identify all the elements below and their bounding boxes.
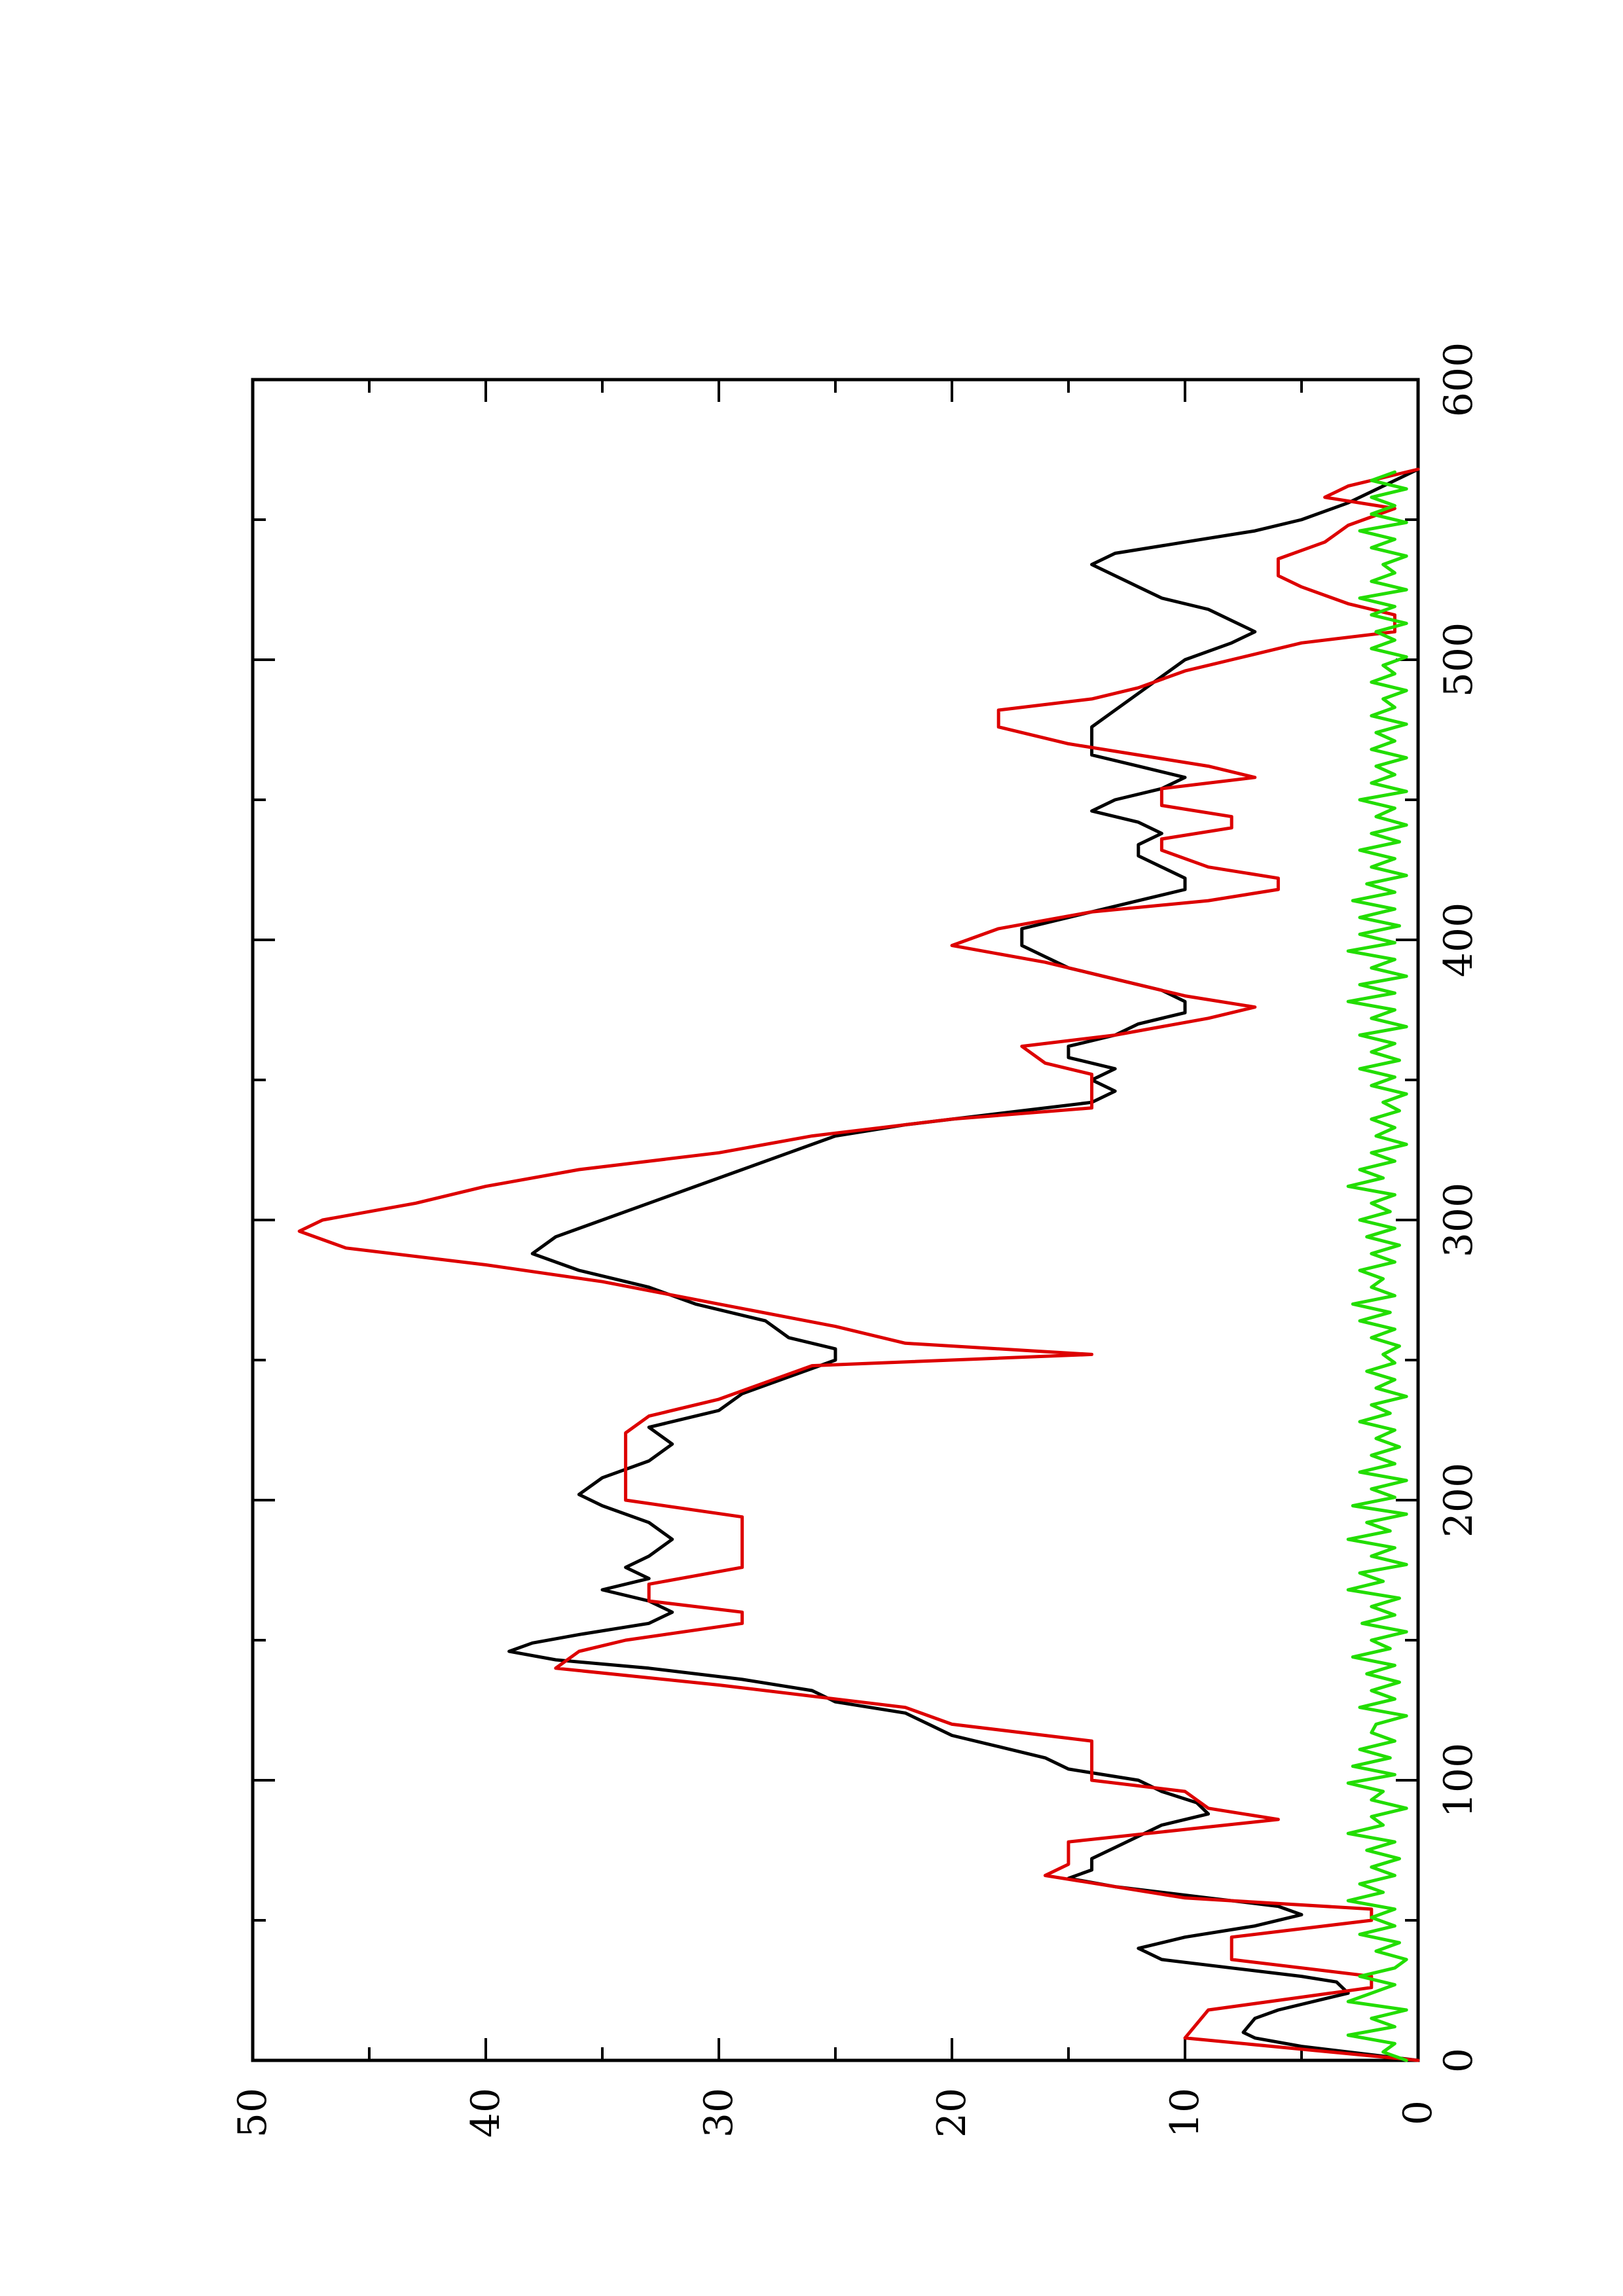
x-tick-label: 400 (1436, 903, 1482, 978)
x-tick-label: 500 (1436, 622, 1482, 698)
y-tick-label: 30 (696, 2088, 742, 2138)
x-tick-label: 300 (1436, 1183, 1482, 1258)
tick-labels: 0 100 200 300 400 500 600 0 10 20 30 40 50 (230, 342, 1482, 2138)
y-tick-label: 20 (929, 2088, 975, 2138)
x-tick-label: 600 (1436, 342, 1482, 418)
plot-area (297, 467, 1420, 2062)
series-line-2 (297, 467, 1420, 2062)
x-tick-label: 200 (1436, 1463, 1482, 1538)
series-line-1 (507, 467, 1420, 2062)
series-line-3 (1346, 470, 1408, 2062)
x-tick-label: 100 (1436, 1743, 1482, 1818)
plot-frame (251, 378, 1420, 2062)
x-tick-label: 0 (1436, 2048, 1482, 2073)
y-tick-label: 0 (1395, 2100, 1441, 2125)
y-tick-label: 50 (230, 2088, 276, 2138)
axes (251, 378, 1420, 2062)
y-tick-label: 40 (463, 2088, 509, 2138)
y-tick-label: 10 (1162, 2088, 1208, 2138)
